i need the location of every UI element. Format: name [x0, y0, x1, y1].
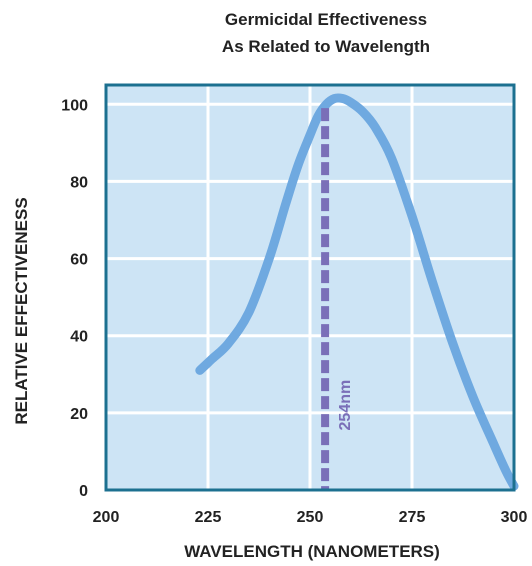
- x-axis-label: WAVELENGTH (NANOMETERS): [184, 542, 440, 561]
- x-tick-label: 200: [93, 509, 120, 526]
- chart-title-line-1: Germicidal Effectiveness: [225, 10, 427, 29]
- y-tick-label: 0: [79, 483, 88, 500]
- y-tick-label: 40: [70, 329, 88, 346]
- y-tick-label: 20: [70, 406, 88, 423]
- y-tick-label: 100: [61, 97, 88, 114]
- y-tick-label: 80: [70, 174, 88, 191]
- wavelength-254-label: 254nm: [337, 380, 354, 431]
- y-axis-ticks: 0 20 40 60 80 100: [61, 97, 88, 500]
- x-tick-label: 300: [501, 509, 528, 526]
- y-axis-label: RELATIVE EFFECTIVENESS: [12, 197, 31, 424]
- x-tick-label: 275: [399, 509, 426, 526]
- x-tick-label: 225: [195, 509, 222, 526]
- chart-title-line-2: As Related to Wavelength: [222, 37, 430, 56]
- x-tick-label: 250: [297, 509, 324, 526]
- y-tick-label: 60: [70, 252, 88, 269]
- x-axis-ticks: 200 225 250 275 300: [93, 509, 528, 526]
